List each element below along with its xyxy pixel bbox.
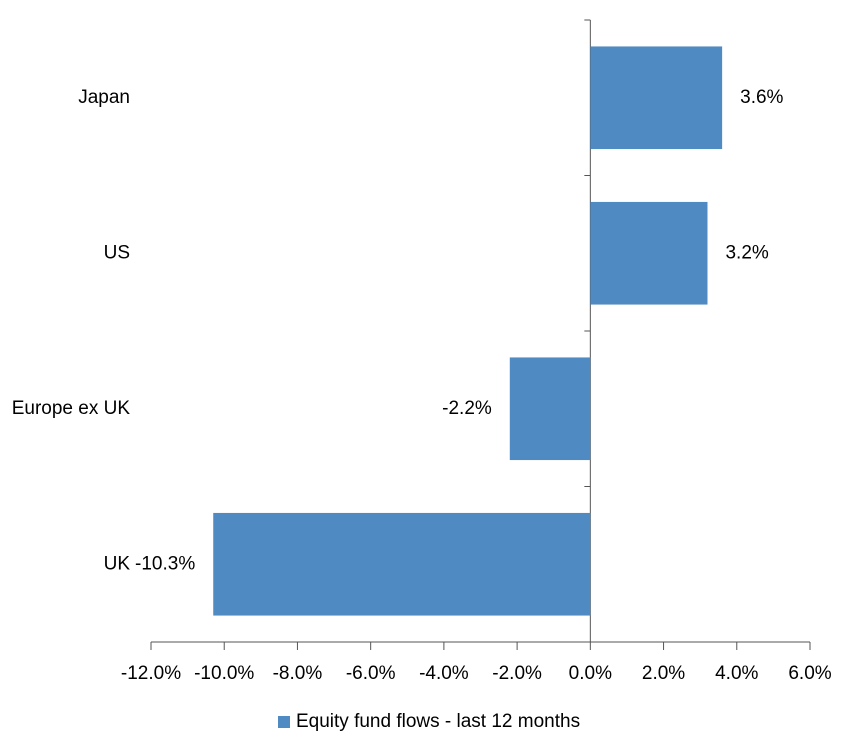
legend-swatch bbox=[278, 716, 290, 728]
value-label: 3.2% bbox=[725, 242, 768, 263]
category-label: US bbox=[104, 242, 130, 263]
x-tick-label: -8.0% bbox=[273, 663, 323, 684]
x-tick-label: 6.0% bbox=[788, 663, 831, 684]
bar bbox=[590, 46, 723, 150]
bar bbox=[213, 512, 591, 616]
legend-label: Equity fund flows - last 12 months bbox=[296, 711, 580, 732]
x-tick-label: -4.0% bbox=[419, 663, 469, 684]
x-tick-label: -12.0% bbox=[121, 663, 181, 684]
value-label: 3.6% bbox=[740, 87, 783, 108]
x-tick-label: -6.0% bbox=[346, 663, 396, 684]
bar bbox=[590, 201, 708, 305]
category-label: UK bbox=[104, 553, 131, 574]
x-tick-label: -10.0% bbox=[194, 663, 254, 684]
value-label: -10.3% bbox=[135, 553, 195, 574]
category-label: Europe ex UK bbox=[12, 398, 131, 419]
bar bbox=[509, 357, 591, 461]
x-tick-label: 0.0% bbox=[569, 663, 612, 684]
category-label: Japan bbox=[78, 87, 130, 108]
x-tick-label: -2.0% bbox=[492, 663, 542, 684]
x-tick-label: 4.0% bbox=[715, 663, 758, 684]
x-tick-label: 2.0% bbox=[642, 663, 685, 684]
value-label: -2.2% bbox=[442, 398, 492, 419]
